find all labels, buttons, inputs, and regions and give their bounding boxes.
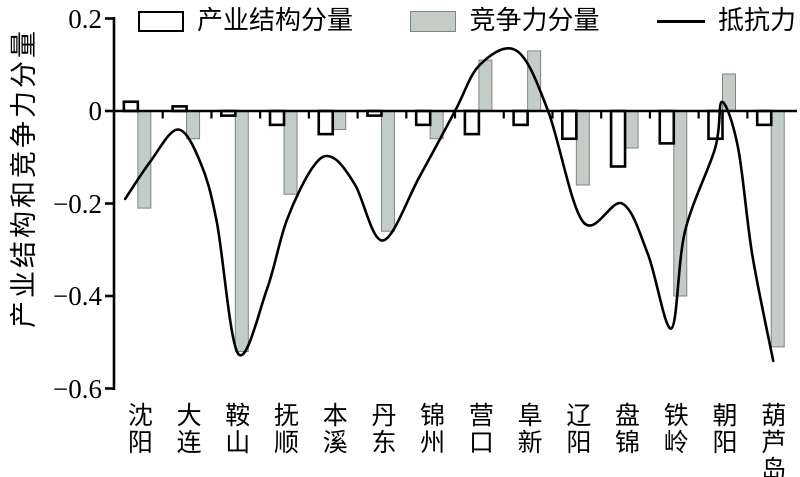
bar-competitiveness — [770, 110, 785, 348]
bar-industrial-structure — [512, 109, 529, 127]
y-tick-label: 0.2 — [68, 3, 102, 34]
bar-industrial-structure — [317, 109, 335, 136]
legend-label-resistance: 抵抗力 — [717, 6, 796, 35]
y-tick-label: 0 — [88, 96, 103, 126]
bar-competitiveness — [186, 110, 201, 140]
bar-industrial-structure — [463, 109, 481, 136]
x-category-label: 营口 — [465, 402, 493, 456]
legend-label-competitiveness: 竞争力分量 — [469, 6, 600, 35]
resistance-line — [123, 47, 775, 363]
bar-competitiveness — [478, 59, 493, 112]
x-category-label: 丹东 — [367, 402, 395, 456]
bar-competitiveness — [137, 110, 152, 209]
x-category-label: 盘锦 — [611, 402, 639, 456]
bar-competitiveness — [575, 110, 590, 186]
bar-competitiveness — [332, 110, 347, 130]
line-swatch-icon — [656, 19, 705, 23]
x-category-label: 鞍山 — [221, 402, 249, 456]
bar-industrial-structure — [122, 100, 140, 113]
y-tick-label: −0.6 — [53, 373, 102, 404]
x-category-label: 大连 — [173, 402, 201, 456]
bar-industrial-structure — [561, 109, 578, 141]
bar-competitiveness — [527, 50, 542, 112]
y-tick-label: −0.4 — [53, 281, 102, 311]
x-category-label: 辽阳 — [562, 402, 590, 456]
bar-industrial-structure — [755, 109, 773, 127]
bar-competitiveness — [234, 110, 249, 352]
bar-industrial-structure — [414, 109, 432, 127]
x-category-label: 锦州 — [416, 402, 444, 456]
x-category-label: 朝阳 — [709, 402, 736, 456]
legend-item-resistance: 抵抗力 — [656, 6, 796, 36]
bar-industrial-structure — [658, 109, 676, 145]
x-category-label: 沈阳 — [124, 402, 152, 456]
open-bar-swatch-icon — [138, 10, 184, 32]
y-tick-label: −0.2 — [53, 188, 102, 219]
legend: 产业结构分量 竞争力分量 抵抗力 — [138, 4, 796, 38]
x-category-label: 抚顺 — [270, 402, 298, 456]
bar-competitiveness — [283, 110, 298, 195]
y-axis-title: 产业结构和竞争力分量 — [9, 28, 39, 328]
legend-item-industrial-structure: 产业结构分量 — [138, 6, 353, 36]
legend-label-industrial-structure: 产业结构分量 — [197, 6, 354, 35]
x-category-label: 阜新 — [514, 402, 542, 456]
filled-bar-swatch-icon — [410, 10, 457, 32]
bar-industrial-structure — [268, 109, 286, 127]
x-category-label: 本溪 — [319, 402, 347, 456]
bar-competitiveness — [380, 110, 395, 232]
bar-competitiveness — [624, 110, 639, 149]
bar-industrial-structure — [609, 109, 627, 168]
x-category-label: 葫芦岛 — [757, 402, 785, 477]
legend-item-competitiveness: 竞争力分量 — [410, 6, 600, 36]
x-category-label: 铁岭 — [660, 402, 688, 456]
